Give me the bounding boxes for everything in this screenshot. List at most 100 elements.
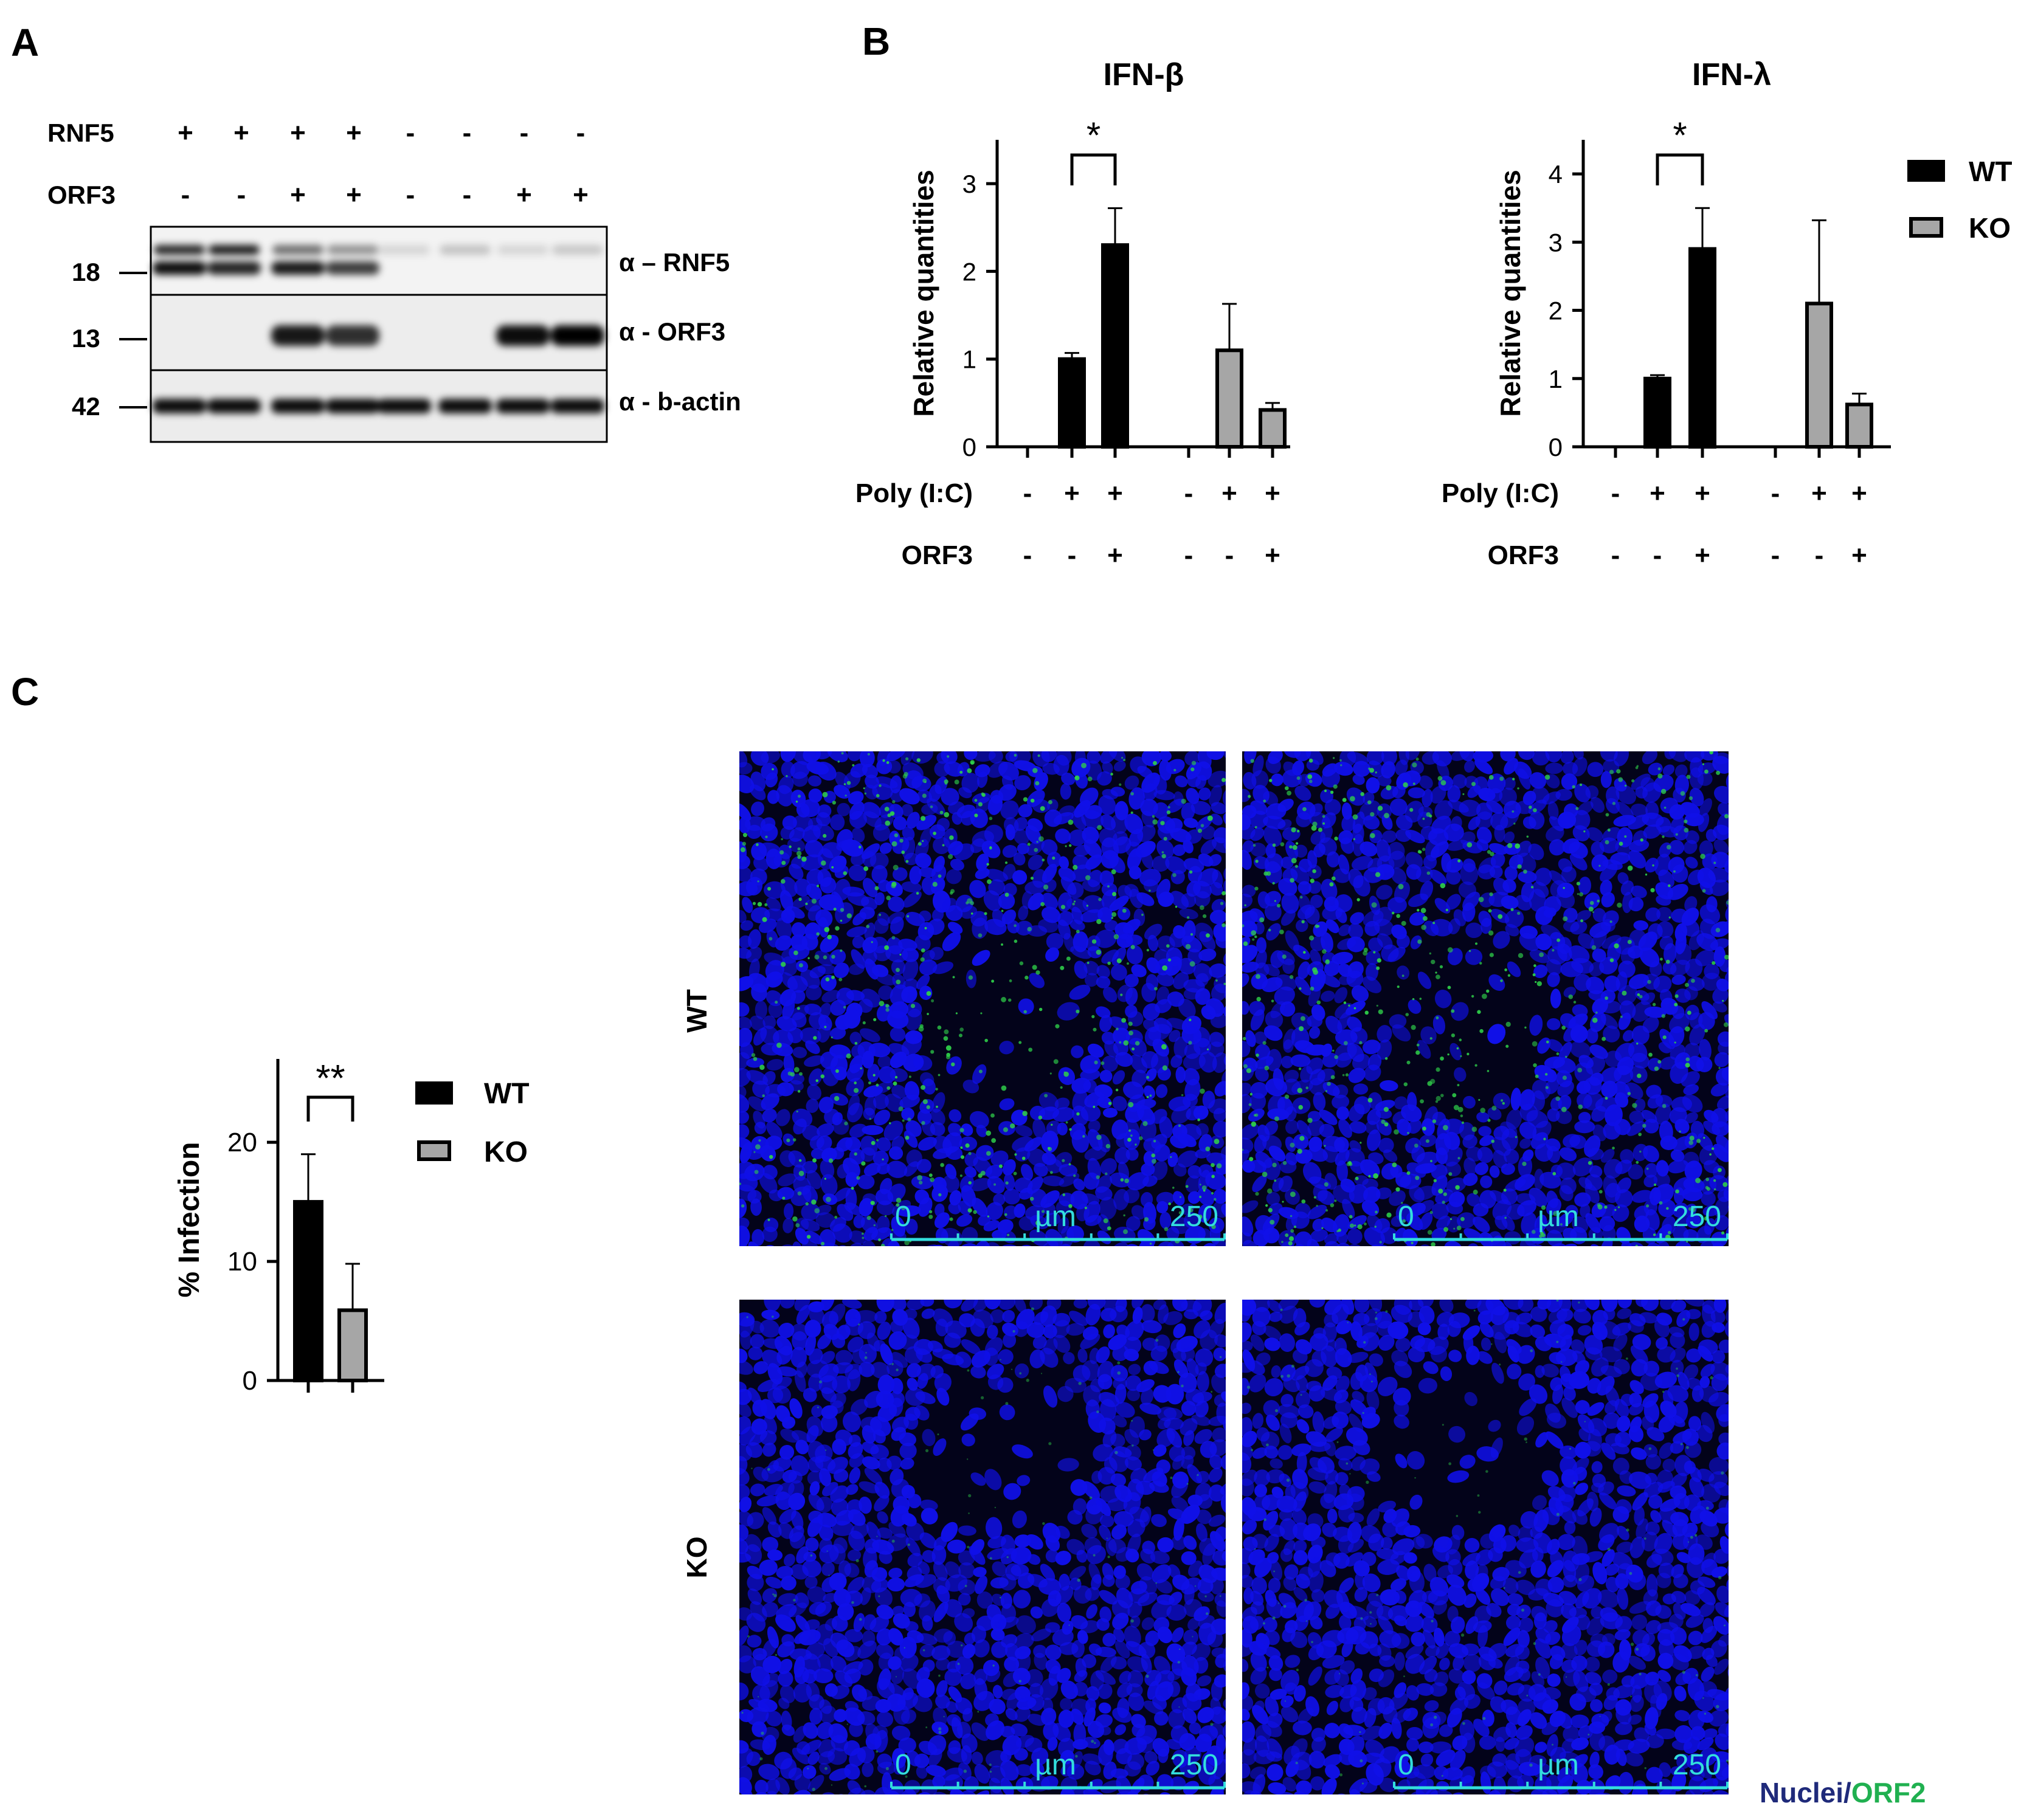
nucleus <box>1570 1339 1585 1354</box>
orf2-signal <box>1479 962 1482 965</box>
orf2-signal <box>1052 857 1056 860</box>
orf2-signal <box>1528 805 1532 809</box>
nucleus <box>1151 1514 1167 1528</box>
nucleus <box>1727 870 1729 886</box>
nucleus <box>1366 777 1380 794</box>
nucleus <box>1104 920 1118 931</box>
orf2-signal <box>1127 1137 1132 1142</box>
orf2-signal <box>1249 1092 1253 1096</box>
nucleus <box>1144 1085 1156 1099</box>
orf2-signal <box>816 932 820 936</box>
nucleus <box>819 1468 832 1487</box>
orf2-signal <box>1507 974 1511 977</box>
nucleus <box>1071 757 1091 777</box>
nucleus <box>829 1543 846 1565</box>
nucleus <box>1039 1678 1059 1700</box>
nucleus <box>883 1120 903 1141</box>
orf2-signal <box>781 962 786 967</box>
nucleus <box>1463 1157 1477 1176</box>
nucleus <box>1148 1024 1170 1041</box>
orf2-signal <box>1544 774 1550 780</box>
nucleus <box>1546 1198 1561 1216</box>
nucleus <box>1141 1653 1152 1674</box>
nucleus <box>1171 1627 1184 1642</box>
nucleus <box>746 1057 764 1068</box>
orf2-signal <box>1065 1121 1068 1124</box>
orf3-sign: + <box>290 180 306 210</box>
nucleus <box>1087 1043 1104 1058</box>
nucleus <box>971 1625 987 1644</box>
orf2-signal <box>970 760 975 765</box>
orf2-signal <box>841 752 844 755</box>
nucleus <box>739 1094 750 1113</box>
nucleus <box>1633 920 1649 931</box>
condition-label-polyic: Poly (I:C) <box>855 478 973 508</box>
orf2-signal <box>1471 782 1476 787</box>
nucleus <box>1685 958 1703 977</box>
orf2-signal <box>832 801 837 805</box>
orf2-signal <box>1588 1160 1592 1165</box>
nucleus <box>1183 839 1194 853</box>
nucleus <box>1446 894 1461 910</box>
nucleus <box>835 1349 853 1365</box>
nucleus <box>1045 1644 1062 1661</box>
nucleus <box>1181 1504 1200 1524</box>
nucleus <box>765 772 778 788</box>
orf2-signal <box>882 759 885 762</box>
nucleus <box>791 922 806 937</box>
orf2-signal <box>961 1644 963 1647</box>
nucleus <box>1195 1733 1212 1753</box>
orf2-signal <box>1269 779 1273 782</box>
nucleus <box>862 878 878 898</box>
nucleus <box>913 1695 933 1712</box>
nucleus <box>1277 819 1292 830</box>
nucleus <box>1434 800 1453 820</box>
orf2-signal <box>1263 799 1266 803</box>
orf2-signal <box>1205 1146 1211 1151</box>
nucleus <box>848 963 865 975</box>
orf2-signal <box>885 1767 890 1771</box>
nucleus <box>1252 1175 1267 1193</box>
nucleus <box>1225 1300 1226 1311</box>
orf2-signal <box>1541 1205 1546 1210</box>
nucleus <box>1448 1349 1462 1362</box>
orf2-signal <box>998 1164 1003 1168</box>
orf2-signal <box>1468 950 1471 953</box>
orf2-signal <box>1451 1033 1456 1038</box>
orf2-signal <box>1425 1139 1429 1143</box>
nucleus <box>803 1551 817 1562</box>
orf2-signal <box>1060 905 1066 909</box>
orf2-signal <box>1379 1241 1382 1244</box>
orf2-signal <box>932 881 938 887</box>
nucleus <box>1573 1309 1591 1324</box>
orf2-signal <box>1252 938 1255 941</box>
nucleus <box>1377 1376 1398 1396</box>
nucleus <box>877 1762 896 1775</box>
nucleus <box>1171 1535 1187 1550</box>
nucleus <box>915 1391 936 1404</box>
chart-title: IFN-λ <box>1692 57 1771 92</box>
orf2-signal <box>1457 1084 1460 1086</box>
orf2-signal <box>1167 958 1172 962</box>
orf2-signal <box>960 1146 963 1150</box>
orf2-signal <box>1263 871 1268 876</box>
nucleus <box>916 974 930 990</box>
orf2-signal <box>814 1208 820 1214</box>
nucleus <box>1600 880 1612 896</box>
orf2-signal <box>872 1074 876 1077</box>
nucleus <box>1139 1429 1152 1441</box>
orf2-signal <box>916 758 921 762</box>
nucleus <box>802 1185 818 1204</box>
nucleus <box>1519 1138 1532 1149</box>
nucleus <box>846 1787 866 1794</box>
nucleus <box>803 1722 818 1739</box>
nucleus <box>752 1080 770 1098</box>
nucleus <box>1181 893 1197 908</box>
nucleus <box>970 808 988 829</box>
nucleus <box>1224 1108 1242 1126</box>
nucleus <box>1280 1394 1294 1407</box>
orf2-signal <box>1386 1212 1392 1218</box>
nucleus <box>1195 973 1209 987</box>
nucleus <box>1539 1171 1561 1189</box>
orf2-signal <box>1299 1136 1305 1141</box>
